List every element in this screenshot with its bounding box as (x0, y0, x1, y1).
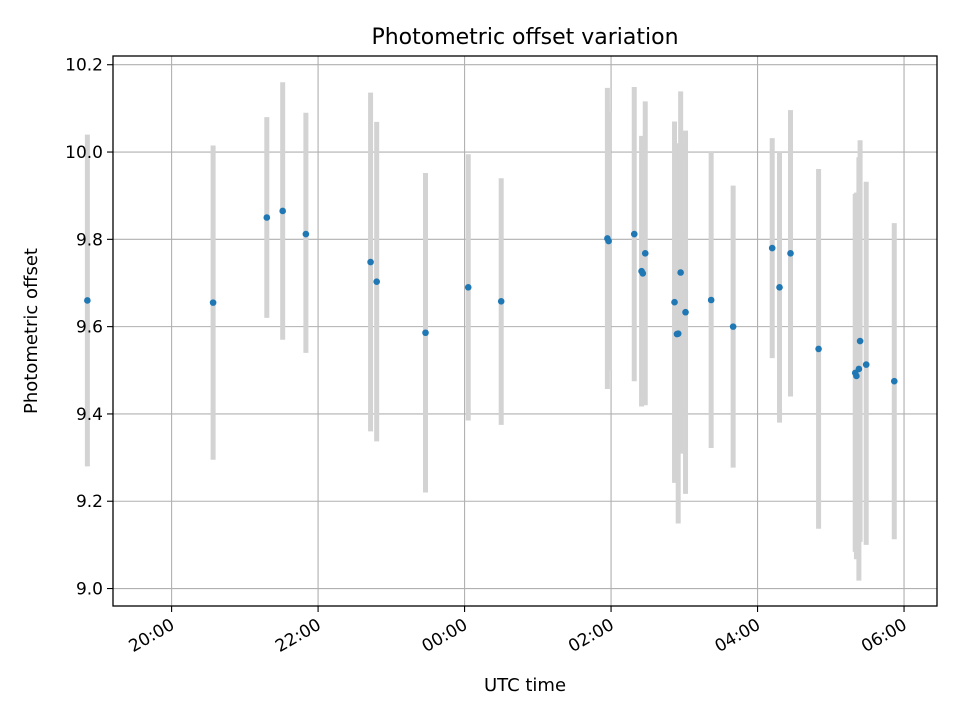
data-point (677, 269, 684, 276)
data-point (263, 214, 271, 221)
y-tick-label: 9.8 (76, 230, 103, 250)
data-point (815, 345, 822, 353)
data-point (302, 230, 310, 238)
y-tick-label: 9.4 (76, 405, 103, 425)
y-tick-label: 10.0 (65, 143, 103, 163)
data-point (853, 372, 860, 380)
data-point (855, 365, 863, 373)
data-point (279, 207, 286, 215)
y-tick-label: 10.2 (65, 56, 103, 76)
data-point (639, 270, 647, 277)
x-axis-label: UTC time (484, 675, 566, 696)
x-tick-label: 04:00 (712, 615, 764, 657)
data-points (84, 207, 898, 385)
data-point (422, 329, 429, 337)
data-point (787, 250, 794, 257)
y-tick-label: 9.2 (76, 492, 103, 512)
chart-title: Photometric offset variation (371, 25, 678, 50)
data-point (497, 298, 505, 305)
x-axis-ticks: 20:00 22:00 00:00 02:00 04:00 06:00 (126, 606, 911, 657)
x-tick-label: 22:00 (272, 615, 324, 657)
data-point (729, 323, 737, 330)
x-tick-label: 00:00 (419, 615, 471, 657)
data-point (856, 337, 864, 345)
data-point (671, 298, 678, 306)
data-point (682, 308, 689, 316)
data-point (605, 237, 612, 245)
x-tick-label: 02:00 (565, 615, 617, 657)
data-point (674, 330, 682, 337)
data-point (209, 299, 217, 306)
data-point (707, 296, 715, 304)
error-bars (84, 82, 897, 581)
y-axis-label: Photometric offset (21, 248, 42, 414)
x-tick-label: 20:00 (126, 615, 178, 657)
data-point (630, 230, 638, 238)
y-axis-ticks: 9.0 9.2 9.4 9.6 9.8 10.0 10.2 (65, 56, 113, 600)
y-tick-label: 9.6 (76, 318, 103, 338)
data-point (768, 244, 776, 252)
data-point (890, 377, 898, 385)
data-point (367, 258, 374, 266)
data-point (641, 250, 649, 257)
data-point (464, 284, 472, 291)
plot-frame (112, 55, 938, 607)
data-point (373, 278, 380, 285)
data-point (84, 297, 91, 304)
data-point (776, 284, 783, 291)
y-tick-label: 9.0 (76, 580, 103, 600)
data-point (862, 361, 870, 368)
grid (113, 56, 937, 606)
x-tick-label: 06:00 (858, 615, 910, 657)
